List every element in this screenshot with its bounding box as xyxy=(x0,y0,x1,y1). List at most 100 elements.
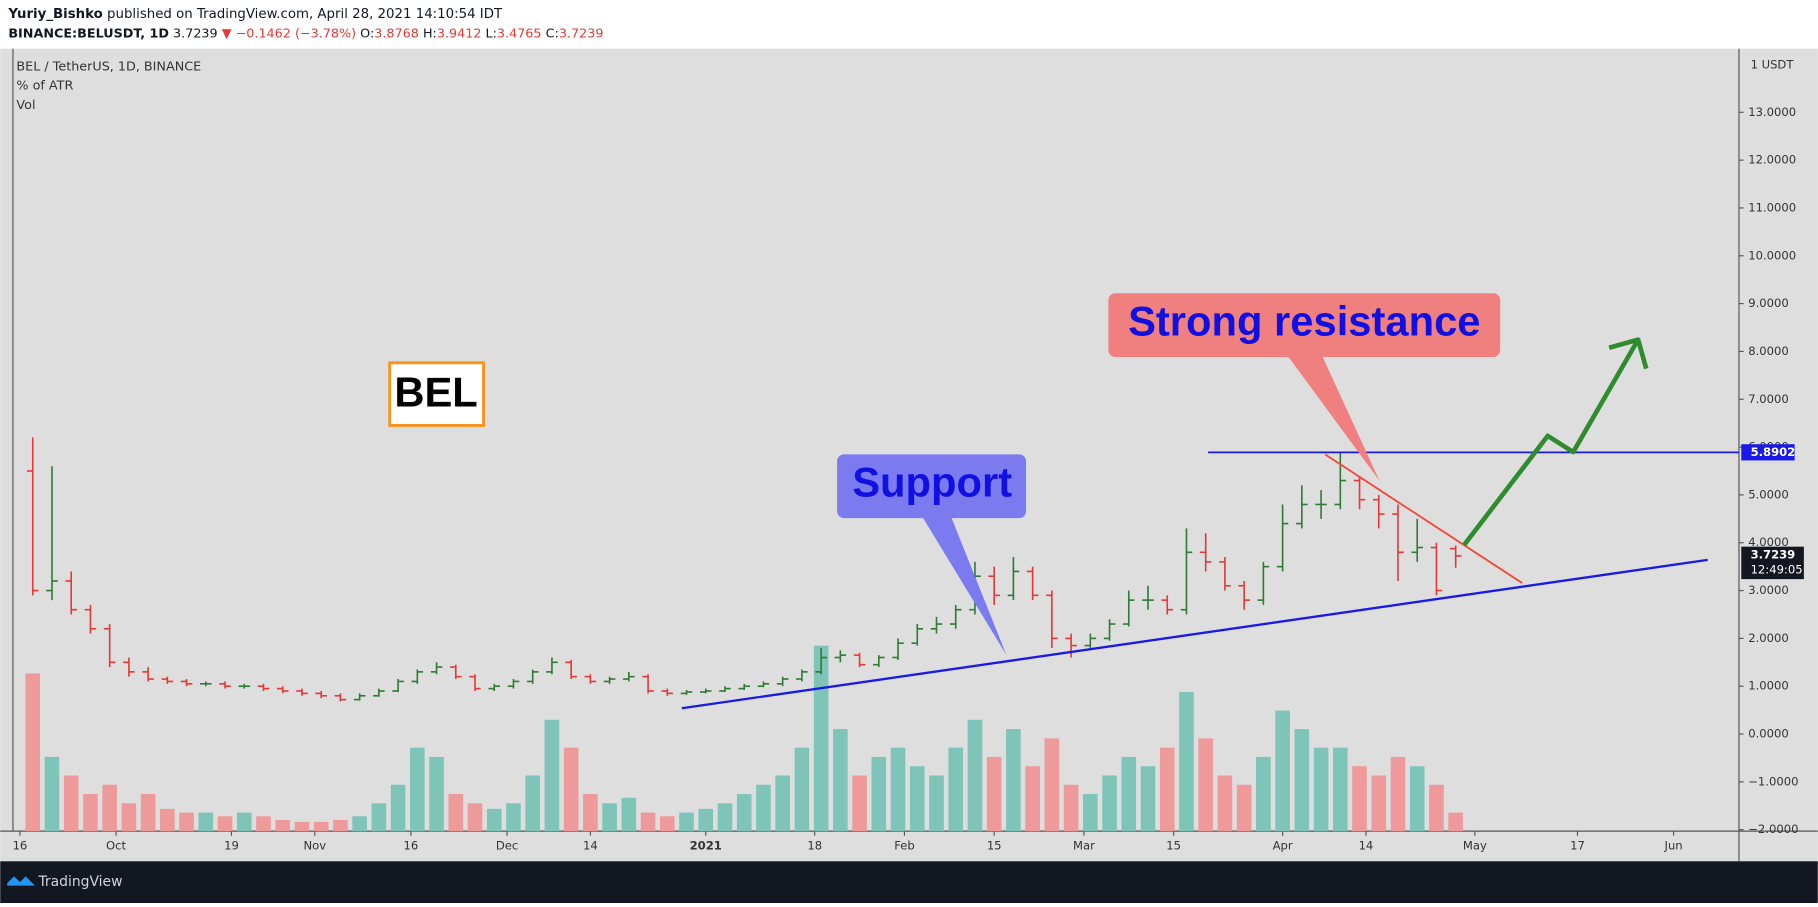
volume-bar xyxy=(1217,775,1233,832)
x-tick-label: May xyxy=(1463,839,1487,853)
y-tick-label: 13.0000 xyxy=(1748,105,1796,119)
y-tick-label: 1.0000 xyxy=(1748,679,1789,693)
volume-bar xyxy=(448,794,464,832)
x-tick-label: 14 xyxy=(1359,839,1374,853)
x-tick-label: Dec xyxy=(496,839,518,853)
volume-bar xyxy=(1121,756,1137,832)
volume-bar xyxy=(986,756,1002,832)
volume-bar xyxy=(717,803,733,832)
h-label: H: xyxy=(423,26,437,41)
volume-bar xyxy=(1352,766,1367,832)
volume-bar xyxy=(583,794,598,832)
volume-bar xyxy=(871,756,887,832)
volume-bar xyxy=(1140,766,1156,832)
volume-bar xyxy=(1044,738,1060,832)
volume-bar xyxy=(506,803,521,832)
last-price: 3.7239 xyxy=(173,26,218,41)
x-tick-label: 17 xyxy=(1570,839,1585,853)
volume-bar xyxy=(1294,729,1310,832)
volume-bar xyxy=(371,803,387,832)
support-line xyxy=(681,558,1708,710)
volume-bar xyxy=(1313,747,1329,832)
countdown-label: 12:49:05 xyxy=(1751,562,1803,576)
l-value: 3.4765 xyxy=(497,26,542,41)
volume-bar xyxy=(160,808,175,832)
last-price-label: 3.7239 xyxy=(1751,547,1796,561)
projection-arrow xyxy=(1462,337,1649,547)
volume-bar xyxy=(563,747,579,832)
resistance-pointer xyxy=(1286,354,1380,482)
volume-bar xyxy=(794,747,810,832)
volume-bar xyxy=(44,756,60,832)
x-tick-label: Oct xyxy=(106,839,126,853)
volume-bar xyxy=(967,719,983,832)
y-tick-label: 10.0000 xyxy=(1748,248,1796,262)
volume-bar xyxy=(1256,756,1271,832)
volume-bar xyxy=(486,808,502,832)
x-tick-label: Feb xyxy=(894,839,915,853)
volume-bar xyxy=(948,747,964,832)
volume-bar xyxy=(333,820,348,832)
volume-bar xyxy=(929,775,944,832)
footer-bg xyxy=(0,861,1818,903)
volume-bar xyxy=(102,784,117,832)
symbol-label: BEL xyxy=(394,368,477,415)
support-label: Support xyxy=(852,459,1012,506)
volume-bar xyxy=(890,747,906,832)
y-tick-label: −1.0000 xyxy=(1748,774,1798,788)
l-label: L: xyxy=(486,26,497,41)
volume-bar xyxy=(621,797,637,832)
volume-bar xyxy=(429,756,444,832)
volume-bar xyxy=(217,816,233,832)
x-tick-label: 2021 xyxy=(690,839,722,853)
y-tick-label: 12.0000 xyxy=(1748,153,1796,167)
volume-bar xyxy=(1083,794,1098,832)
volume-bar xyxy=(256,816,271,832)
x-tick-label: 15 xyxy=(987,839,1002,853)
c-label: C: xyxy=(546,26,559,41)
volume-bar xyxy=(544,719,560,832)
author: Yuriy_Bishko xyxy=(7,7,102,22)
symbol: BINANCE:BELUSDT, 1D xyxy=(8,26,169,41)
volume-bar xyxy=(813,645,829,832)
volume-bar xyxy=(640,812,656,832)
volume-bar xyxy=(775,775,790,832)
x-tick-label: 19 xyxy=(224,839,239,853)
volume-bar xyxy=(1236,784,1252,832)
y-tick-label: 11.0000 xyxy=(1748,200,1796,214)
volume-bar xyxy=(140,794,156,832)
last-price-tag xyxy=(1741,546,1804,580)
level-tag xyxy=(1741,444,1795,461)
volume-bar xyxy=(1448,812,1463,832)
y-tick-label: 7.0000 xyxy=(1748,392,1789,406)
o-label: O: xyxy=(360,26,374,41)
y-tick-label: 8.0000 xyxy=(1748,344,1789,358)
published: published on TradingView.com, April 28, … xyxy=(107,7,503,22)
brand-logo xyxy=(7,876,35,886)
volume-bar xyxy=(198,812,214,832)
support-box xyxy=(837,454,1027,519)
volume-bar xyxy=(1159,747,1175,832)
volume-bar xyxy=(1025,766,1040,832)
volume-bar xyxy=(659,816,675,832)
x-tick-label: Mar xyxy=(1073,839,1095,853)
volume-bar xyxy=(1063,784,1079,832)
volume-bar xyxy=(679,812,694,832)
volume-bar xyxy=(390,784,406,832)
y-tick-label: 3.0000 xyxy=(1748,583,1789,597)
volume-bar xyxy=(1390,756,1406,832)
change: ▼ −0.1462 (−3.78%) xyxy=(222,26,356,41)
y-tick-label: 5.0000 xyxy=(1748,487,1789,501)
volume-bar xyxy=(121,803,137,832)
x-tick-label: Apr xyxy=(1273,839,1293,853)
resistance-label: Strong resistance xyxy=(1128,298,1480,345)
volume-bar xyxy=(1102,775,1117,832)
x-tick-label: 14 xyxy=(583,839,598,853)
volume-bar xyxy=(833,729,848,832)
volume-bar xyxy=(1332,747,1348,832)
symbol-box xyxy=(388,361,486,427)
volume-bar xyxy=(909,766,925,832)
volume-bar xyxy=(1006,729,1021,832)
volume-bar xyxy=(236,812,252,832)
